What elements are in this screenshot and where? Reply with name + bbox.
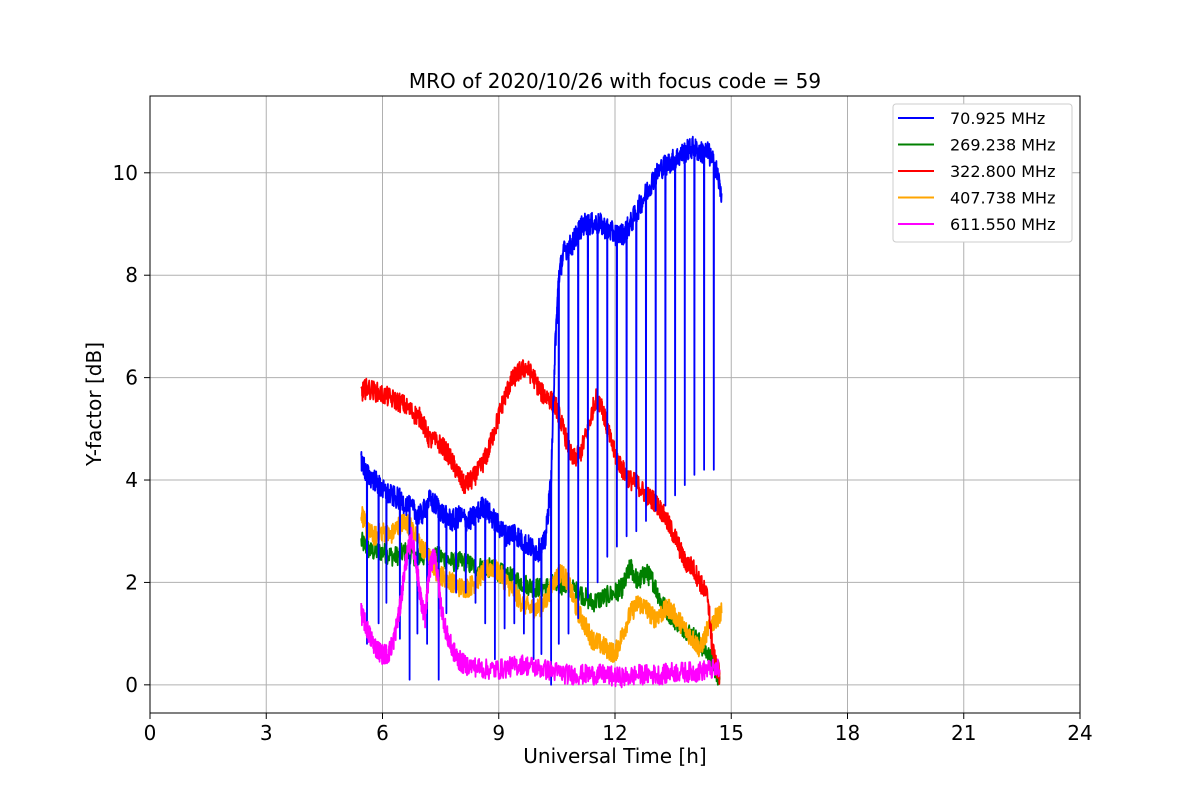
legend-box	[892, 103, 1073, 243]
x-tick-label: 9	[492, 721, 505, 745]
legend-label: 70.925 MHz	[950, 109, 1045, 128]
y-tick-label: 2	[125, 570, 138, 594]
x-tick-label: 21	[951, 721, 976, 745]
x-tick-label: 3	[260, 721, 273, 745]
y-tick-label: 8	[125, 263, 138, 287]
series-line-2	[360, 359, 721, 685]
x-tick-label: 18	[835, 721, 860, 745]
x-tick-label: 24	[1067, 721, 1092, 745]
chart-title: MRO of 2020/10/26 with focus code = 59	[409, 69, 821, 93]
grid	[149, 96, 1081, 713]
y-tick-label: 6	[125, 366, 138, 390]
legend: 70.925 MHz 269.238 MHz 322.800 MHz 407.738 …	[892, 103, 1073, 243]
x-axis-label: Universal Time [h]	[523, 744, 706, 768]
legend-label: 269.238 MHz	[950, 136, 1055, 155]
y-axis-label: Y-factor [dB]	[82, 342, 106, 467]
y-tick-label: 4	[125, 468, 138, 492]
legend-label: 611.550 MHz	[950, 215, 1055, 234]
series-layer	[360, 135, 723, 689]
legend-label: 407.738 MHz	[950, 189, 1055, 208]
x-tick-label: 15	[719, 721, 744, 745]
series-line-0	[360, 135, 723, 686]
y-tick-label: 10	[113, 161, 138, 185]
x-tick-label: 0	[144, 721, 157, 745]
legend-label: 322.800 MHz	[950, 162, 1055, 181]
x-tick-label: 12	[602, 721, 627, 745]
series-line-4	[360, 526, 721, 689]
x-tick-label: 6	[376, 721, 389, 745]
y-tick-label: 0	[125, 673, 138, 697]
